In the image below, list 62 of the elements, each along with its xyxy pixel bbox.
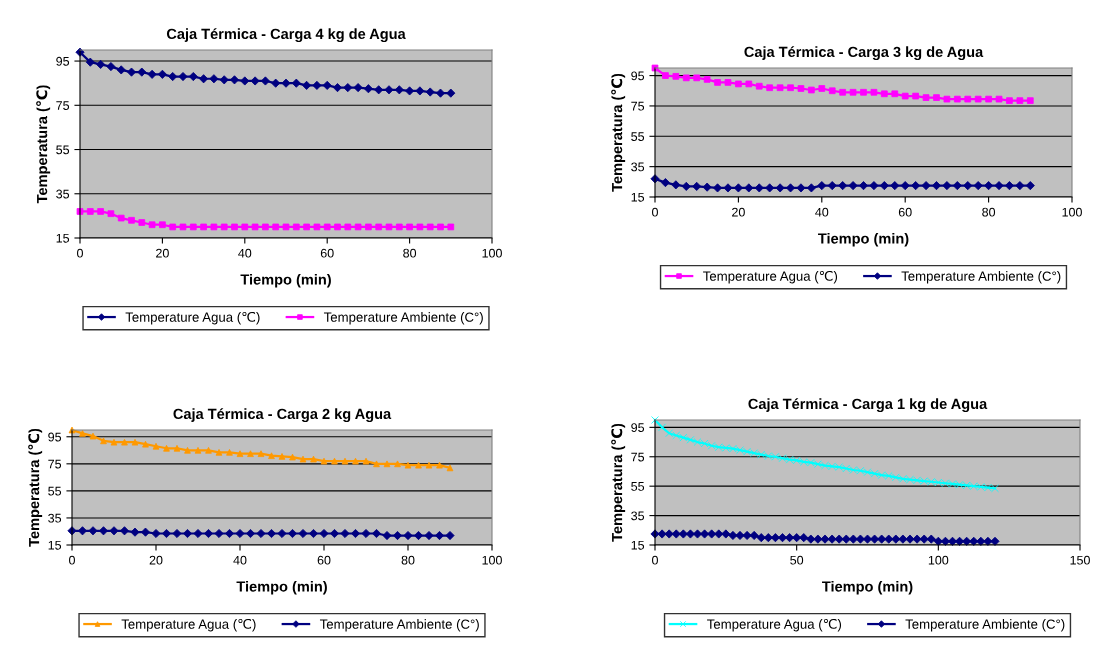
y-tick-label: 35	[631, 162, 645, 172]
x-tick-label: 60	[317, 555, 331, 565]
y-tick-label: 95	[56, 56, 70, 66]
x-axis-title: Tiempo (min)	[236, 580, 327, 595]
y-tick-label: 95	[48, 432, 62, 442]
x-tick-label: 0	[652, 555, 658, 565]
y-tick-label: 75	[631, 101, 645, 111]
x-tick-label: 40	[238, 248, 252, 258]
chart-title: Caja Térmica - Carga 1 kg de Agua	[748, 398, 988, 412]
legend-label: Temperature Agua (℃)	[125, 311, 260, 325]
y-tick-label: 75	[48, 459, 62, 469]
y-tick-label: 15	[631, 192, 645, 202]
y-tick-label: 95	[631, 71, 645, 81]
y-tick-label: 35	[631, 511, 645, 521]
x-tick-label: 40	[815, 207, 829, 217]
x-tick-label: 0	[77, 248, 83, 258]
y-tick-label: 15	[56, 233, 70, 243]
x-tick-label: 50	[790, 555, 804, 565]
x-axis-title: Tiempo (min)	[818, 232, 909, 247]
x-axis-title: Tiempo (min)	[822, 580, 913, 595]
y-tick-label: 75	[56, 101, 70, 110]
x-axis-title: Tiempo (min)	[240, 273, 331, 288]
y-tick-label: 55	[631, 482, 645, 491]
x-tick-label: 20	[732, 207, 745, 217]
x-tick-label: 100	[482, 555, 502, 565]
x-tick-label: 80	[401, 555, 415, 565]
x-tick-label: 0	[69, 555, 75, 565]
chart-title: Caja Térmica - Carga 4 kg de Agua	[166, 28, 406, 42]
legend-label: Temperature Ambiente (C°)	[901, 271, 1061, 284]
y-axis-title: Temperatura (℃)	[36, 85, 51, 204]
x-tick-label: 80	[982, 207, 996, 217]
y-tick-label: 35	[48, 513, 62, 523]
legend-label: Temperature Ambiente (C°)	[323, 312, 483, 325]
legend-label: Temperature Ambiente (C°)	[319, 619, 479, 632]
x-tick-label: 60	[898, 207, 912, 217]
y-axis-title: Temperatura (℃)	[611, 73, 626, 192]
chart-title: Caja Térmica - Carga 2 kg Agua	[173, 408, 392, 422]
legend-label: Temperature Agua (℃)	[703, 270, 838, 284]
legend-label: Temperature Agua (℃)	[707, 618, 842, 632]
y-axis-title: Temperatura (℃)	[611, 423, 626, 542]
legend-label: Temperature Ambiente (C°)	[905, 619, 1065, 632]
x-tick-label: 20	[156, 248, 169, 258]
x-tick-label: 40	[233, 555, 247, 565]
y-tick-label: 95	[631, 423, 645, 433]
legend-label: Temperature Agua (℃)	[121, 618, 256, 632]
y-tick-label: 15	[631, 540, 645, 550]
chart-title: Caja Térmica - Carga 3 kg de Agua	[744, 46, 984, 60]
x-tick-label: 100	[482, 248, 502, 258]
y-axis-title: Temperatura (℃)	[28, 428, 43, 547]
x-tick-label: 150	[1070, 555, 1090, 565]
x-tick-label: 0	[652, 207, 658, 217]
y-tick-label: 35	[56, 189, 70, 199]
y-tick-label: 15	[48, 540, 62, 550]
y-tick-label: 55	[48, 486, 62, 496]
x-tick-label: 100	[928, 555, 949, 565]
y-tick-label: 55	[56, 145, 70, 155]
x-tick-label: 80	[403, 248, 417, 258]
y-tick-label: 55	[631, 132, 645, 141]
x-tick-label: 60	[320, 248, 334, 258]
y-tick-label: 75	[631, 452, 645, 462]
x-tick-label: 20	[149, 555, 163, 565]
x-tick-label: 100	[1062, 207, 1082, 217]
